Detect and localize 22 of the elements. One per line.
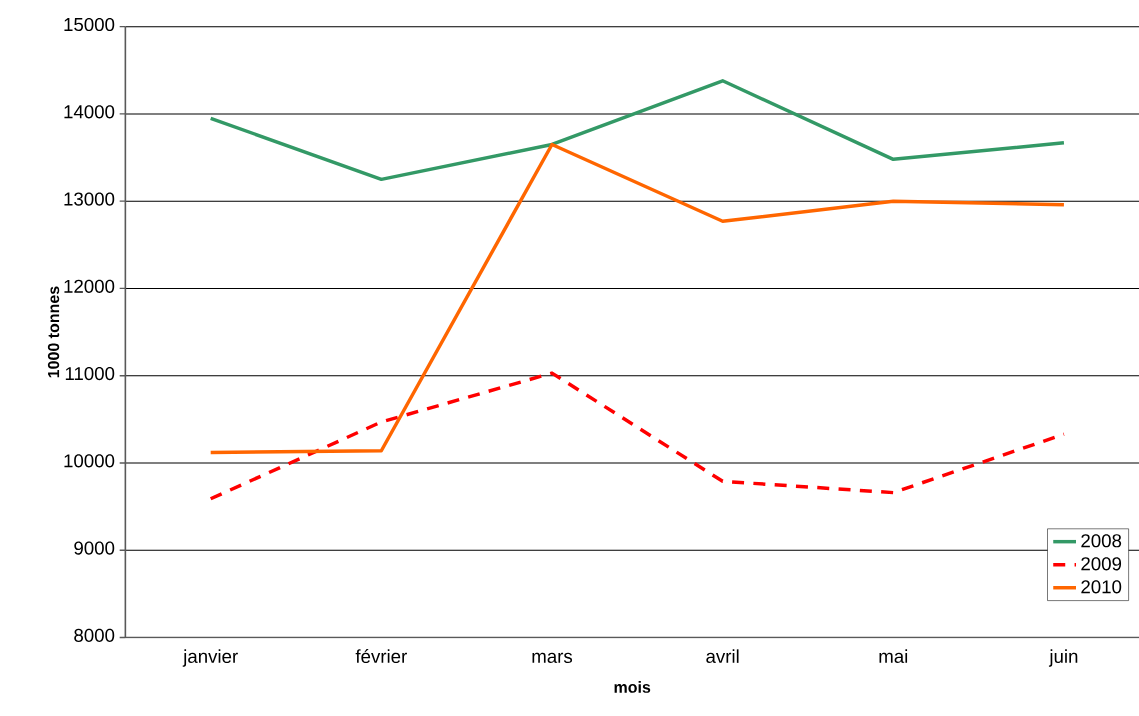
y-tick-label: 13000 [64,192,115,206]
y-axis-title: 1000 tonnes [47,286,60,378]
x-tick-label: juin [1048,649,1078,667]
y-tick-label: 8000 [74,628,115,642]
x-tick-label: mai [879,649,908,663]
line-series [208,142,1066,455]
legend-label: 2010 [1081,580,1122,594]
y-tick-label: 9000 [74,541,115,555]
x-tick-label: février [355,649,407,663]
line-series [208,78,1066,182]
x-axis-title: mois [614,681,651,693]
x-tick-label: janvier [182,649,238,667]
x-tick-label: avril [706,649,739,663]
y-tick-label: 14000 [64,105,115,119]
y-tick-label: 11000 [65,366,115,381]
y-tick-label: 12000 [64,279,115,293]
legend-label: 2008 [1081,534,1122,548]
line-series [208,371,1066,501]
legend-label: 2009 [1081,557,1122,571]
y-tick-label: 15000 [64,17,115,32]
x-tick-label: mars [532,652,573,663]
y-tick-label: 10000 [64,454,115,468]
